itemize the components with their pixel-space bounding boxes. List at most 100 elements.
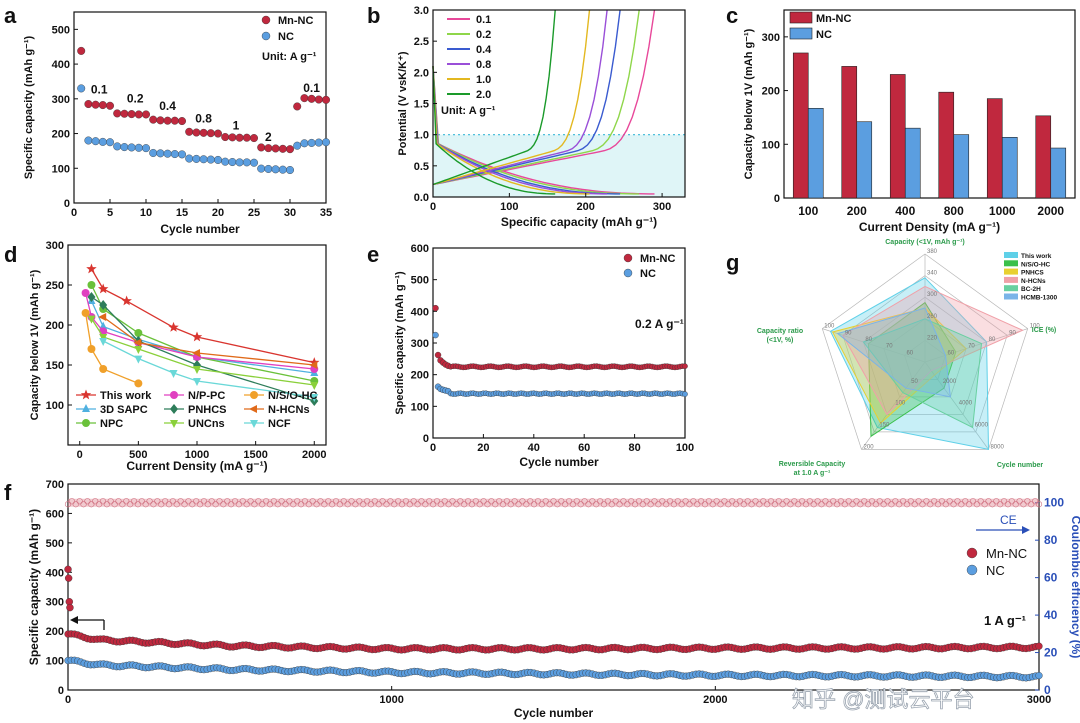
panel-a-point [192,128,201,137]
panel-f-ce-point [620,498,627,505]
panel-d-point [81,309,90,317]
panel-a-point [322,95,331,104]
panel-label: f [4,480,12,505]
panel-f-ce-point [212,501,219,508]
panel-a-point [149,115,158,124]
panel-c-bar [856,121,873,199]
panel-d-legend-marker [170,404,178,414]
panel-g-legend-swatch [1004,252,1018,258]
panel-a-point [228,133,237,142]
panel-f-ce-point [146,498,153,505]
panel-a-ytick-label: 200 [52,129,70,141]
panel-e-ytick-label: 100 [411,401,429,413]
panel-a-point [105,101,114,110]
panel-f-ce-point [468,501,476,508]
panel-a-point [199,128,208,137]
panel-d-xtick-label: 2000 [302,449,326,461]
panel-f-ce-point [892,498,899,505]
panel-f-ce-point [220,501,227,508]
panel-f-ce-point [915,498,922,505]
panel-c-bar [792,52,809,199]
panel-b-ytick-label: 2.0 [414,67,429,79]
panel-a-point [77,46,86,55]
panel-a-point [120,109,129,118]
panel-f-ce-point [387,498,394,505]
panel-f-ce-point [950,501,957,508]
panel-a-unit-note: Unit: A g⁻¹ [262,51,317,63]
panel-a-ylabel: Specific capacity (mAh g⁻¹) [23,35,35,179]
panel-f-ce-point [193,498,200,505]
panel-b-ylabel: Potential (V vsK/K⁺) [397,51,409,156]
panel-f-legend-label: Mn-NC [986,546,1027,561]
panel-e-ytick-label: 400 [411,306,429,318]
panel-f-ce-point [130,498,138,505]
panel-f-ce-point [76,498,83,505]
panel-f-ce-point [297,501,305,508]
panel-a-point [278,165,287,174]
panel-f-ce-point [305,501,312,508]
panel-b-xtick-label: 0 [430,201,436,213]
panel-a-ytick-label: 0 [64,198,70,210]
panel-f-ce-point [729,498,736,505]
panel-f-ce-point [783,498,790,505]
panel-e-point [682,363,688,369]
panel-d-legend-marker [82,419,90,427]
panel-g-axis-label: Capacity (<1V, mAh g⁻¹) [885,239,965,246]
panel-f-ce-point [348,498,355,505]
panel-b-ytick-label: 3.0 [414,5,429,17]
panel-f-ce-point [336,501,343,508]
panel-f-ce-point [383,501,390,508]
panel-a-point [322,138,331,147]
panel-f-ce-point [616,501,623,508]
panel-f-ce-point [228,501,235,508]
panel-c-bar [1050,147,1067,199]
panel-f-ce-point [313,501,320,508]
panel-f-ce-point [395,498,402,505]
panel-f-ce-point [402,498,410,505]
panel-d-point [87,345,96,353]
panel-d-legend-marker [80,389,92,400]
panel-a-point [293,102,302,111]
panel-f-ce-point [659,498,666,505]
panel-e-ytick-label: 500 [411,275,429,287]
panel-c-bar [1035,115,1052,199]
panel-e-point [432,304,439,312]
panel-a-point [170,150,179,159]
panel-a-xtick-label: 30 [284,207,296,219]
panel-d-point [99,338,108,346]
panel-f-ce-point [608,501,615,508]
panel-f-ce-point [697,498,705,505]
panel-g-legend-label: BC-2H [1021,286,1041,293]
panel-f-ce-point [1035,501,1043,508]
panel-f-ytick-label: 0 [58,685,64,697]
panel-a-ytick-label: 400 [52,59,70,71]
panel-d-xtick-label: 1000 [185,449,209,461]
panel-f-ce-point [849,501,856,508]
panel-f-ce-point [391,501,398,508]
panel-e-xtick-label: 20 [477,442,489,454]
panel-f-ce-point [946,498,953,505]
panel-f-ce-point [224,498,231,505]
panel-f-ce-point [150,501,157,508]
panel-f-ce-point [666,498,674,505]
panel-f-ce-point [196,501,204,508]
panel-c-bar [953,134,970,199]
panel-f-ce-point [934,501,942,508]
panel-d-point [309,357,320,367]
panel-a-point [286,145,295,154]
panel-c-xtick-label: 200 [847,204,867,218]
panel-g-legend-label: This work [1021,253,1052,260]
panel-f-ce-point [255,498,262,505]
panel-f-ce-point [705,498,712,505]
panel-f-ce-point [853,498,860,505]
panel-b-xtick-label: 100 [500,201,518,213]
panel-b-ytick-label: 0.5 [414,161,429,173]
panel-b-xlabel: Specific capacity (mAh g⁻¹) [501,215,657,229]
panel-d-point [87,315,96,324]
panel-a-rate-label: 2 [265,130,272,144]
panel-f-ce-point [725,501,732,508]
panel-a-point [149,148,158,157]
panel-f-ytick-label: 400 [46,567,64,579]
panel-d-legend-label: NPC [100,418,123,430]
panel-g-axis-tick-label: 8000 [990,444,1004,450]
